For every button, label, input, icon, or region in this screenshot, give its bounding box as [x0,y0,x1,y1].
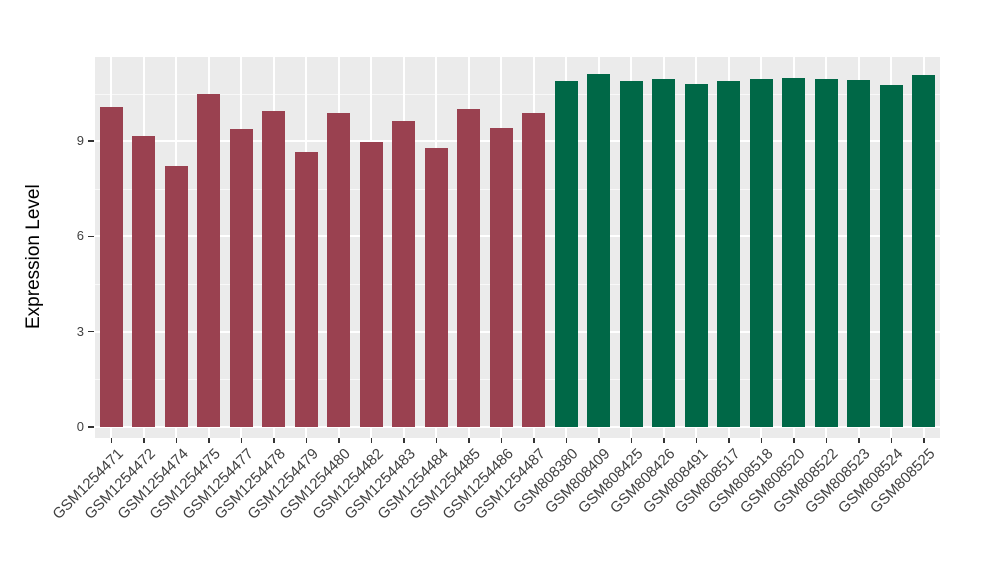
bar [229,129,253,427]
x-axis-tick-mark [728,438,730,443]
x-axis-tick-mark [500,438,502,443]
x-axis-tick-mark [695,438,697,443]
bar [814,78,838,427]
y-tick-label: 9 [76,133,84,149]
y-axis-tick-mark [88,235,94,238]
x-axis-tick-mark [435,438,437,443]
x-axis-tick-mark [890,438,892,443]
x-axis-tick-mark [338,438,340,443]
gridline-minor-horizontal [95,93,940,95]
bar [359,142,383,427]
x-axis-tick-mark [468,438,470,443]
gridline-minor-horizontal [95,284,940,285]
bar [164,165,188,427]
y-axis-tick-mark [88,330,94,333]
bar [587,74,611,427]
bar [749,78,773,427]
gridline-major-horizontal [95,235,940,238]
bar [847,79,871,427]
bar [327,112,351,427]
x-axis-tick-mark [663,438,665,443]
bar [392,120,416,427]
bar [652,78,676,427]
x-axis-tick-mark [110,438,112,443]
gridline-minor-horizontal [95,188,940,190]
bar [424,147,448,427]
x-axis-tick-mark [598,438,600,443]
y-tick-label: 0 [76,419,84,435]
x-axis-tick-mark [825,438,827,443]
x-axis-tick-mark [923,438,925,443]
bar [522,113,546,427]
y-axis-tick-mark [88,140,94,142]
x-axis-tick-mark [533,438,535,443]
bar [684,83,708,427]
y-axis-title: Expression Level [23,184,44,329]
x-axis-tick-mark [240,438,242,443]
gridline-minor-horizontal [95,379,940,381]
bar [782,77,806,427]
bar [99,106,123,427]
bar [554,81,578,427]
bar [457,109,481,427]
y-axis-tick-mark [88,426,94,428]
bar [197,93,221,427]
x-axis-tick-mark [143,438,145,443]
x-axis-tick-mark [305,438,307,443]
x-axis-tick-mark [565,438,567,443]
bar [717,81,741,427]
gridline-major-horizontal [95,140,940,143]
x-axis-tick-mark [208,438,210,443]
x-axis-tick-mark [858,438,860,443]
bar [489,128,513,427]
gridline-major-horizontal [95,330,940,333]
x-axis-tick-mark [760,438,762,443]
x-axis-tick-mark [630,438,632,443]
x-axis-tick-mark [175,438,177,443]
bar [912,74,936,427]
y-tick-label: 3 [76,323,84,339]
x-axis-tick-mark [370,438,372,443]
plot-panel [95,57,940,438]
x-axis-tick-mark [403,438,405,443]
bar [262,111,286,427]
x-axis-tick-mark [273,438,275,443]
gridline-major-horizontal [95,425,940,428]
bar [132,136,156,427]
y-tick-label: 6 [76,228,84,244]
bar [619,81,643,427]
bar [294,151,318,427]
x-axis-tick-mark [793,438,795,443]
bar [879,85,903,427]
